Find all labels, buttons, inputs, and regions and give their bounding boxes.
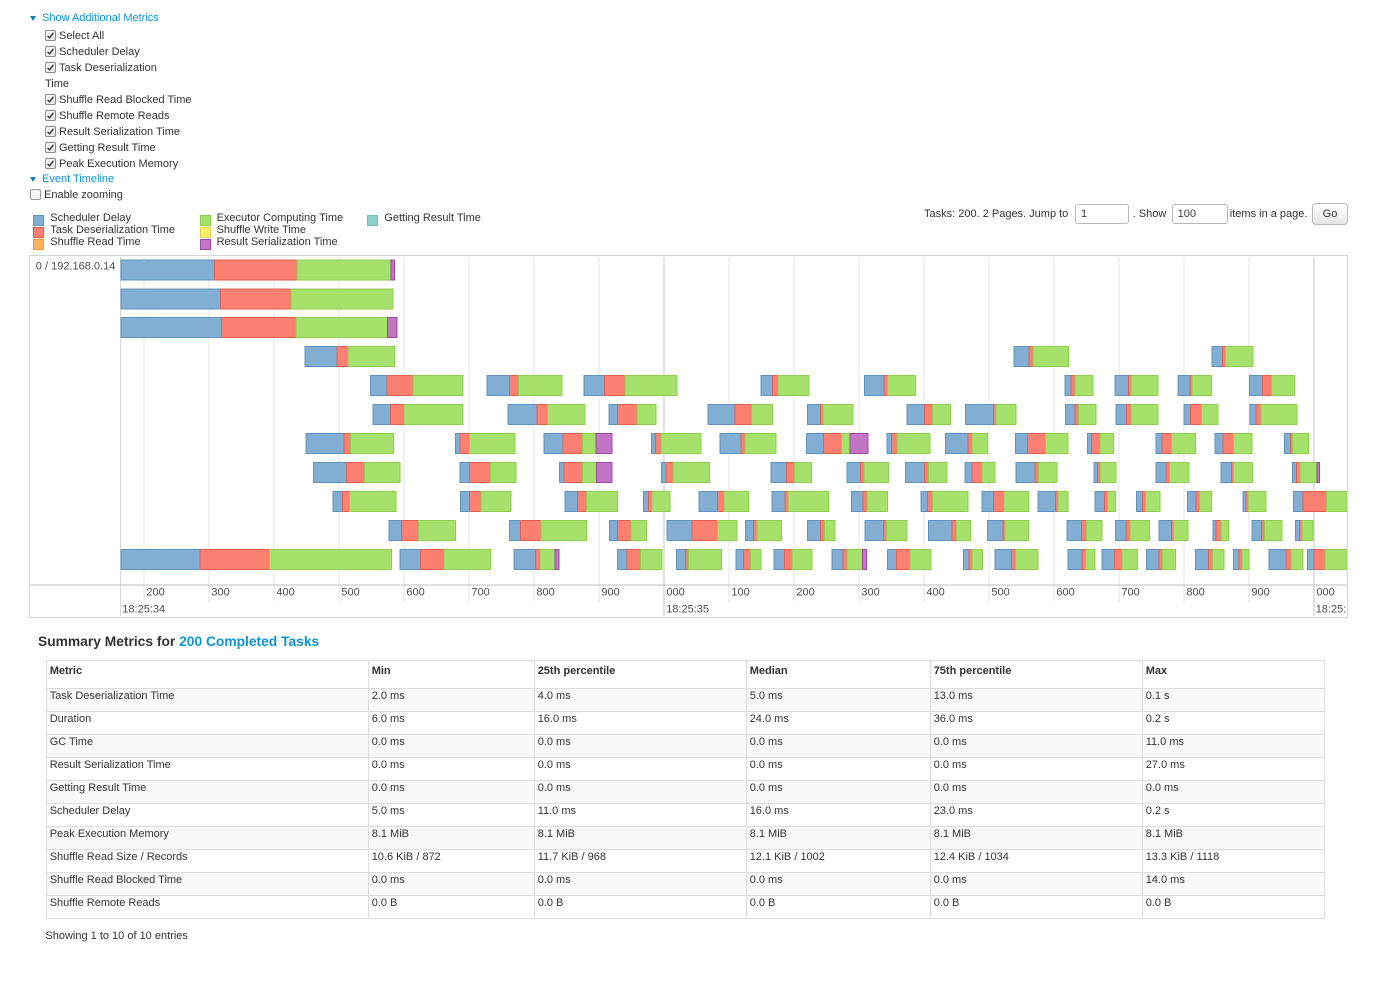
svg-text:700: 700	[1121, 587, 1139, 599]
svg-text:200: 200	[146, 587, 164, 599]
svg-text:18:25:34: 18:25:34	[122, 603, 165, 615]
svg-text:100: 100	[731, 587, 749, 599]
svg-text:600: 600	[406, 587, 424, 599]
svg-text:600: 600	[1056, 587, 1074, 599]
svg-text:500: 500	[341, 587, 359, 599]
svg-text:800: 800	[1186, 587, 1204, 599]
svg-text:0 / 192.168.0.14: 0 / 192.168.0.14	[36, 261, 116, 273]
svg-text:200: 200	[796, 587, 814, 599]
svg-text:900: 900	[1251, 587, 1269, 599]
svg-text:400: 400	[926, 587, 944, 599]
svg-text:300: 300	[211, 587, 229, 599]
svg-text:700: 700	[471, 587, 489, 599]
svg-text:18:25:35: 18:25:35	[666, 603, 709, 615]
svg-text:900: 900	[601, 587, 619, 599]
svg-text:18:25:36: 18:25:36	[1316, 603, 1347, 615]
svg-text:000: 000	[666, 587, 684, 599]
svg-text:300: 300	[861, 587, 879, 599]
svg-text:800: 800	[536, 587, 554, 599]
svg-text:500: 500	[991, 587, 1009, 599]
svg-text:000: 000	[1316, 587, 1334, 599]
svg-text:400: 400	[276, 587, 294, 599]
